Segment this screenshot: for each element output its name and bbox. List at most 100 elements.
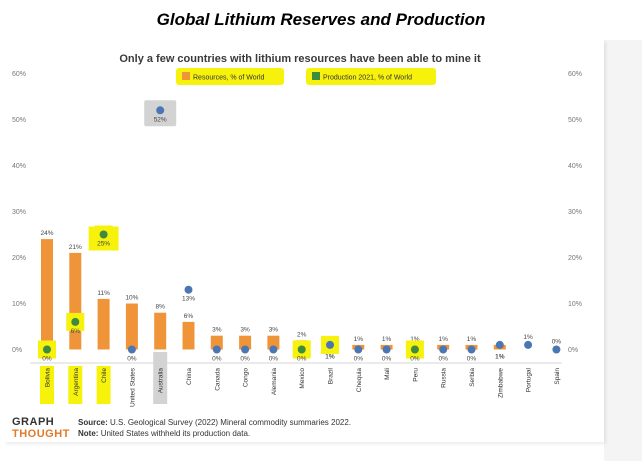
production-value-label: 52% xyxy=(154,116,167,123)
y-tick-right: 60% xyxy=(568,71,582,78)
category-label: Argentina xyxy=(73,368,80,396)
resource-value-label: 24% xyxy=(40,230,53,237)
production-value-label: 0% xyxy=(269,356,279,363)
production-value-label: 25% xyxy=(97,241,110,248)
category-label: Mali xyxy=(384,368,391,380)
production-value-label: 0% xyxy=(42,356,52,363)
production-dot xyxy=(410,345,419,354)
source-label: Source: xyxy=(78,418,108,427)
resource-value-label: 1% xyxy=(382,336,392,343)
production-dot xyxy=(354,345,363,354)
category-label-highlight xyxy=(96,366,111,404)
legend-production-label: Production 2021, % of World xyxy=(323,75,412,82)
chart-footer: GRAPH THOUGHT Source: U.S. Geological Su… xyxy=(12,414,602,444)
resource-value-label: 6% xyxy=(184,313,194,320)
production-value-label: 0% xyxy=(297,356,307,363)
production-value-label: 0% xyxy=(240,356,250,363)
resource-bar xyxy=(210,335,223,350)
y-tick-right: 20% xyxy=(568,255,582,262)
production-dot xyxy=(382,345,391,354)
category-label-highlight xyxy=(40,366,54,404)
resource-bar xyxy=(97,298,110,350)
production-value-label: 0% xyxy=(410,356,420,363)
note-text: United States withheld its production da… xyxy=(100,429,251,438)
y-tick-right: 0% xyxy=(568,347,578,354)
y-tick-right: 50% xyxy=(568,117,582,124)
production-value-label: 6% xyxy=(71,328,81,335)
resource-value-label: 3% xyxy=(240,327,250,334)
production-dot xyxy=(467,345,476,354)
category-label: Portugal xyxy=(526,367,533,392)
production-dot xyxy=(156,106,165,115)
category-label: Congo xyxy=(243,368,250,388)
category-label: Alemania xyxy=(271,368,278,395)
resource-value-label: 1% xyxy=(438,336,448,343)
resource-value-label: 1% xyxy=(410,336,420,343)
resource-value-label: 8% xyxy=(155,304,165,311)
note-label: Note: xyxy=(78,429,99,438)
production-value-label: 0% xyxy=(467,356,477,363)
y-tick-left: 0% xyxy=(12,347,22,354)
chart-title: Only a few countries with lithium resour… xyxy=(119,53,481,65)
production-dot xyxy=(43,345,51,354)
y-tick-right: 10% xyxy=(568,301,582,308)
source-note: Source: U.S. Geological Survey (2022) Mi… xyxy=(78,417,351,439)
legend-production-highlight xyxy=(306,68,436,85)
production-value-label: 0% xyxy=(438,356,448,363)
resource-value-label: 3% xyxy=(212,327,222,334)
resource-bar xyxy=(41,239,53,350)
y-tick-left: 20% xyxy=(12,255,26,262)
production-value-label: 0% xyxy=(127,356,137,363)
production-value-label: 1% xyxy=(325,354,335,361)
category-label-grey-highlight xyxy=(153,352,168,404)
resource-value-label: 11% xyxy=(97,290,110,297)
production-dot xyxy=(524,340,533,349)
logo-line-2: THOUGHT xyxy=(12,428,70,440)
category-label: Brazil xyxy=(328,367,335,384)
production-value-label: 13% xyxy=(182,296,195,303)
resource-bar xyxy=(182,321,195,350)
resource-bar xyxy=(239,335,252,350)
category-label: Peru xyxy=(412,368,419,382)
resource-bar xyxy=(267,335,280,350)
resource-value-label: 1% xyxy=(325,354,335,361)
production-dot xyxy=(99,230,108,239)
legend-resources-highlight xyxy=(176,68,284,85)
resource-bar xyxy=(154,312,167,350)
legend-resources-label: Resources, % of World xyxy=(193,75,265,82)
resource-bar xyxy=(125,303,138,350)
category-label: Bolivia xyxy=(45,368,52,388)
y-tick-left: 50% xyxy=(12,117,26,124)
category-label: Serbia xyxy=(469,368,476,387)
graphthought-logo: GRAPH THOUGHT xyxy=(12,416,70,440)
category-label: Spain xyxy=(554,368,561,385)
production-value-label: 0% xyxy=(382,356,392,363)
category-label: United States xyxy=(129,367,136,407)
production-dot xyxy=(552,345,561,354)
resource-value-label: 1% xyxy=(354,336,364,343)
right-background xyxy=(604,40,642,461)
logo-line-1: GRAPH xyxy=(12,416,55,428)
category-label: Canada xyxy=(214,368,221,391)
production-dot xyxy=(184,285,193,294)
resource-value-label: 1% xyxy=(467,336,477,343)
resource-value-label: 10% xyxy=(125,295,138,302)
production-dot xyxy=(297,345,306,354)
resource-value-label: 21% xyxy=(69,244,82,251)
production-dot xyxy=(127,345,136,354)
category-label: Zimbabwe xyxy=(497,368,504,398)
resource-value-label: 2% xyxy=(297,331,307,338)
production-value-label: 0% xyxy=(212,356,222,363)
production-dot xyxy=(71,317,80,326)
legend-resources-swatch xyxy=(182,72,190,80)
resource-value-label: 1% xyxy=(495,354,505,361)
y-tick-right: 30% xyxy=(568,209,582,216)
production-dot xyxy=(439,345,448,354)
category-label-highlight xyxy=(68,366,83,404)
y-tick-left: 60% xyxy=(12,71,26,78)
y-tick-left: 30% xyxy=(12,209,26,216)
production-value-label: 1% xyxy=(495,354,505,361)
page-title: Global Lithium Reserves and Production xyxy=(156,10,486,29)
production-dot xyxy=(269,345,278,354)
